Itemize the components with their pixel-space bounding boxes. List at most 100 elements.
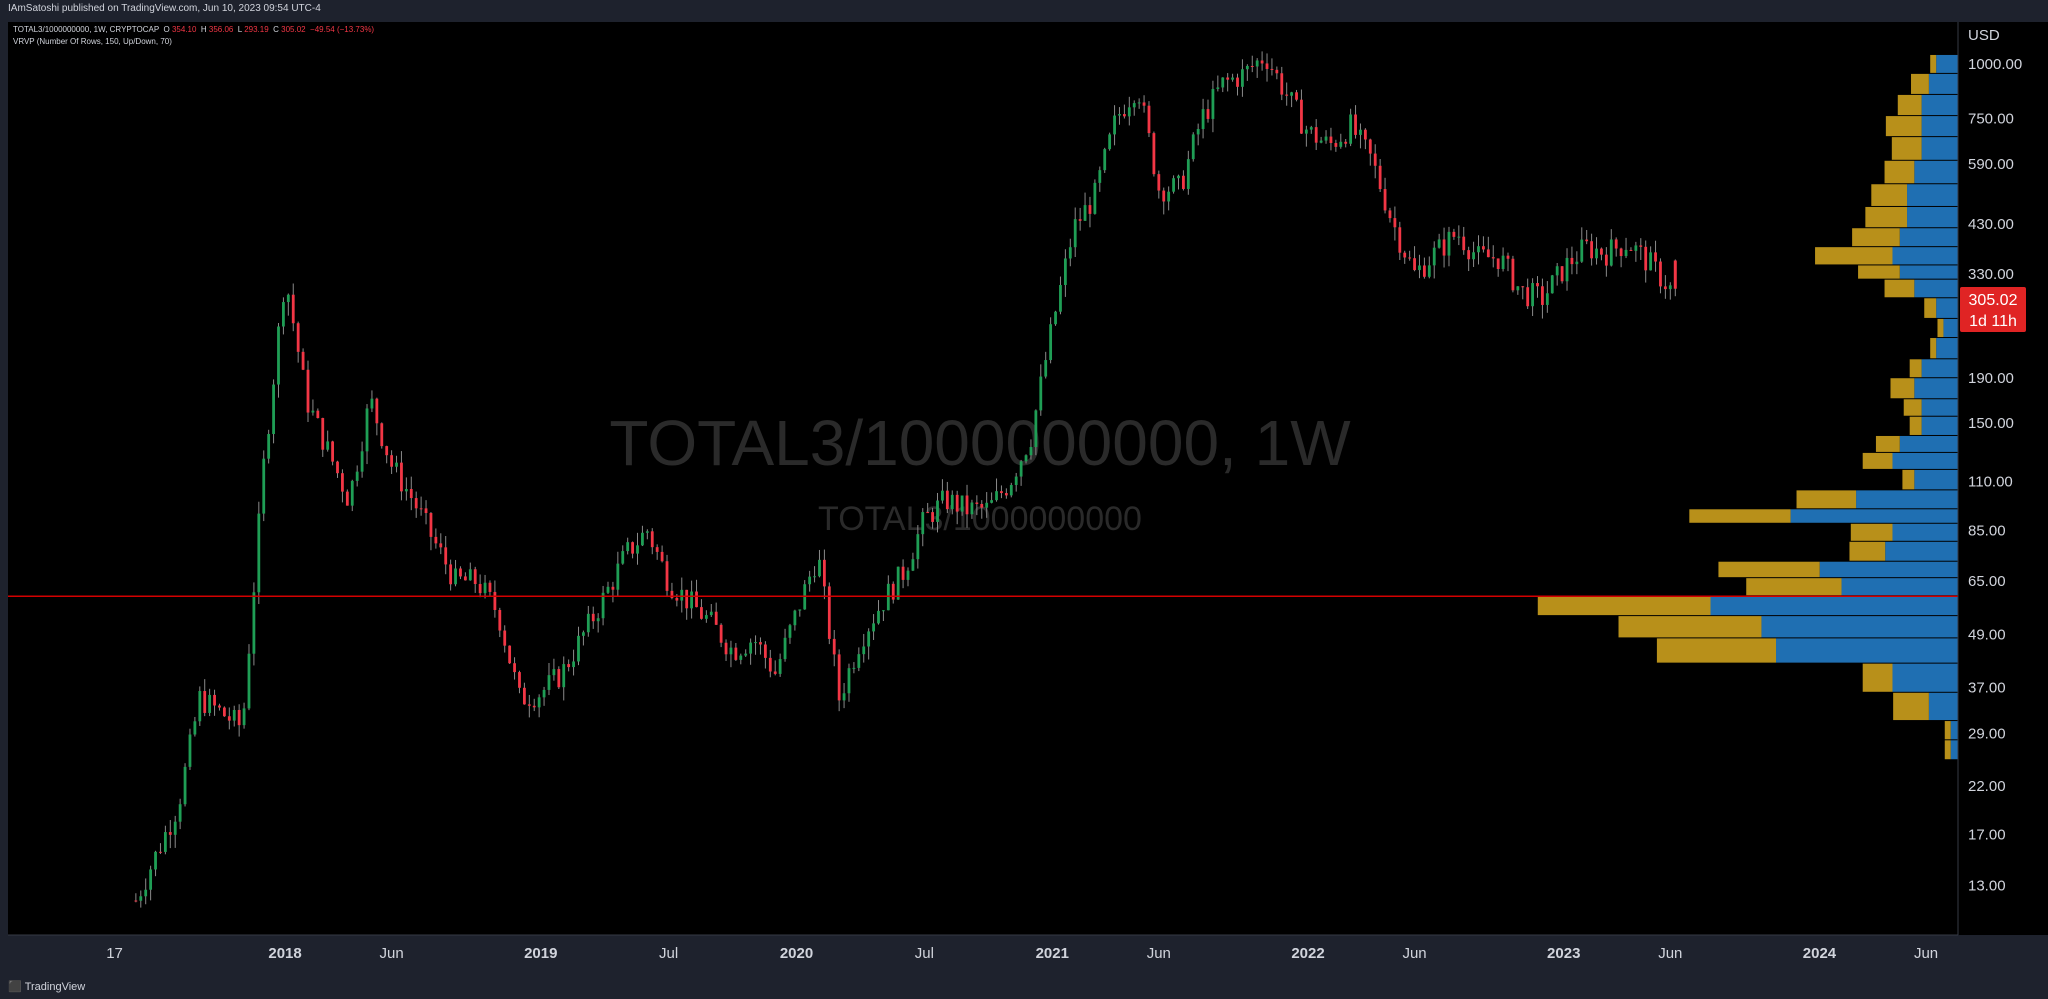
volume-profile-down-bar	[1930, 54, 1937, 73]
candle-body	[1216, 87, 1220, 89]
candle-body	[429, 513, 433, 537]
watermark-title: TOTAL3/1000000000, 1W	[609, 407, 1351, 479]
chart-area[interactable]	[8, 22, 1958, 935]
volume-profile-up-bar	[1899, 265, 1958, 279]
candle-body	[1555, 266, 1559, 276]
candle-body	[1521, 286, 1525, 288]
candle-body	[655, 547, 659, 552]
candle-body	[1039, 376, 1043, 411]
candle-body	[1398, 227, 1402, 253]
volume-profile-down-bar	[1903, 399, 1922, 416]
candle-body	[508, 645, 512, 664]
candle-body	[1098, 170, 1102, 183]
candle-body	[611, 586, 615, 590]
candle-body	[680, 589, 684, 601]
candle-body	[616, 563, 620, 590]
y-tick-label: 65.00	[1968, 573, 2006, 590]
candle-body	[626, 542, 630, 552]
volume-profile-up-bar	[1936, 54, 1958, 73]
volume-profile-up-bar	[1936, 298, 1958, 318]
volume-profile-down-bar	[1862, 452, 1893, 469]
legend-symbol[interactable]: TOTAL3/1000000000, 1W, CRYPTOCAP	[13, 25, 160, 34]
y-tick-label: 190.00	[1968, 370, 2014, 387]
candle-body	[1575, 261, 1579, 265]
candle-body	[601, 592, 605, 619]
candle-body	[1663, 286, 1667, 290]
candle-body	[1059, 285, 1062, 312]
volume-profile-up-bar	[1899, 435, 1958, 452]
candle-body	[714, 611, 718, 625]
volume-profile	[1537, 54, 1958, 760]
candle-body	[1236, 77, 1239, 87]
volume-profile-down-bar	[1858, 265, 1900, 279]
volume-profile-down-bar	[1852, 228, 1900, 247]
candle-body	[321, 418, 325, 450]
candle-body	[1221, 77, 1225, 88]
volume-profile-down-bar	[1849, 541, 1886, 561]
candle-body	[503, 630, 507, 646]
tradingview-brand: TradingView	[24, 981, 86, 993]
volume-profile-down-bar	[1871, 184, 1908, 206]
candle-body	[360, 451, 364, 472]
candle-body	[862, 646, 866, 655]
candle-body	[1422, 265, 1426, 277]
candle-body	[965, 495, 969, 515]
indicator-label[interactable]: VRVP (Number Of Rows, 150, Up/Down, 70)	[13, 37, 172, 46]
volume-profile-down-bar	[1885, 116, 1922, 137]
volume-profile-up-bar	[1819, 561, 1958, 578]
volume-profile-down-bar	[1815, 247, 1893, 265]
y-tick-label: 590.00	[1968, 156, 2014, 173]
tradingview-logo[interactable]: ⬛ TradingView	[8, 975, 85, 999]
y-tick-label: 750.00	[1968, 111, 2014, 128]
candle-body	[252, 592, 256, 654]
candle-body	[173, 821, 177, 835]
candle-body	[537, 697, 541, 708]
candle-body	[970, 502, 974, 515]
candle-body	[1078, 219, 1082, 221]
candle-body	[1113, 115, 1116, 135]
candle-body	[1127, 107, 1131, 117]
y-tick-label: 85.00	[1968, 522, 2006, 539]
candle-body	[1624, 249, 1628, 257]
candle-body	[1014, 476, 1018, 486]
candle-body	[365, 408, 369, 452]
volume-profile-down-bar	[1937, 318, 1944, 338]
candle-body	[877, 610, 880, 624]
volume-profile-up-bar	[1907, 184, 1958, 206]
candle-body	[414, 498, 418, 509]
candle-body	[218, 705, 221, 708]
candle-body	[213, 694, 216, 706]
candle-body	[1339, 141, 1343, 147]
candle-body	[872, 623, 875, 632]
candle-body	[370, 398, 374, 409]
candle-body	[768, 657, 772, 672]
candle-body	[1393, 218, 1397, 228]
candle-body	[1511, 258, 1515, 291]
price-chart[interactable]: TOTAL3/1000000000, 1W TOTAL3/1000000000 …	[0, 0, 2048, 975]
candle-body	[1462, 236, 1466, 251]
volume-profile-up-bar	[1914, 378, 1958, 399]
candle-body	[1142, 102, 1146, 106]
volume-profile-down-bar	[1884, 160, 1915, 184]
candle-body	[1585, 239, 1589, 242]
y-tick-label: 110.00	[1968, 474, 2013, 491]
candle-body	[1673, 260, 1677, 289]
candle-body	[857, 654, 861, 668]
close-value: 305.02	[281, 25, 306, 34]
candle-body	[636, 545, 639, 554]
candle-body	[1157, 174, 1161, 191]
candle-body	[1452, 231, 1456, 237]
candle-body	[754, 642, 757, 644]
price-axis[interactable]	[1958, 22, 2048, 935]
candle-body	[1595, 248, 1598, 259]
candle-body	[586, 613, 590, 633]
candle-body	[1250, 65, 1254, 67]
candle-body	[1083, 205, 1087, 221]
candle-body	[1506, 255, 1510, 259]
y-tick-label: 330.00	[1968, 266, 2014, 283]
volume-profile-up-bar	[1892, 523, 1958, 541]
candle-body	[1270, 68, 1274, 70]
candle-body	[262, 458, 266, 514]
candle-body	[291, 294, 295, 324]
volume-profile-up-bar	[1943, 318, 1958, 338]
